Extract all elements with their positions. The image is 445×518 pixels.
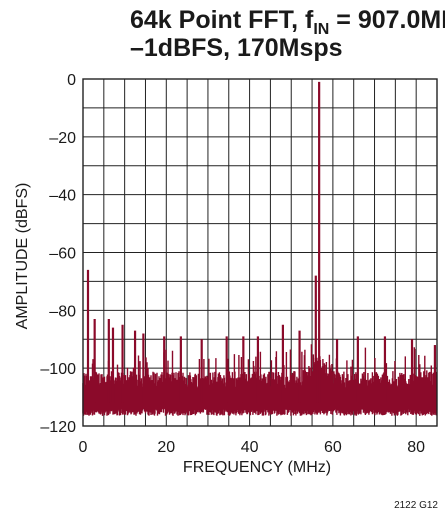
x-tick-label: 20 xyxy=(157,439,175,456)
chart-title-line1: 64k Point FFT, fIN = 907.0MHz xyxy=(130,6,445,38)
y-tick-label: –60 xyxy=(49,246,76,263)
y-tick-labels: 0 –20 –40 –60 –80 –100 –120 xyxy=(40,72,76,436)
y-tick-label: –20 xyxy=(49,130,76,147)
y-tick-label: 0 xyxy=(67,72,76,89)
x-axis-label: FREQUENCY (MHz) xyxy=(183,459,331,476)
x-tick-label: 80 xyxy=(407,439,425,456)
y-tick-label: –100 xyxy=(40,361,76,378)
plot-frame xyxy=(82,78,438,427)
x-tick-label: 60 xyxy=(324,439,342,456)
y-tick-label: –120 xyxy=(40,419,76,436)
y-tick-label: –40 xyxy=(49,188,76,205)
x-tick-label: 40 xyxy=(241,439,259,456)
data-layer xyxy=(82,81,438,416)
x-tick-label: 0 xyxy=(79,439,88,456)
y-axis-label: AMPLITUDE (dBFS) xyxy=(14,183,31,330)
figure-code: 2122 G12 xyxy=(394,500,438,511)
x-tick-labels: 0 20 40 60 80 xyxy=(79,439,426,456)
y-tick-label: –80 xyxy=(49,303,76,320)
chart-title-line2: –1dBFS, 170Msps xyxy=(130,34,343,62)
